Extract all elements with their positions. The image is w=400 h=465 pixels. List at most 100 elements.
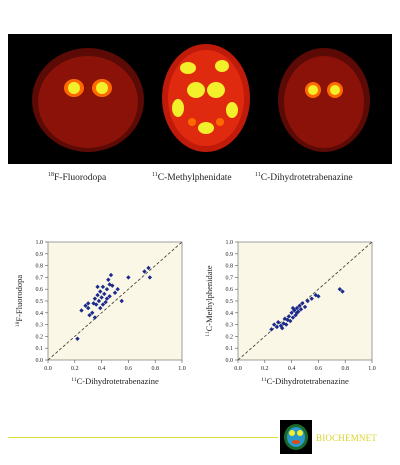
data-point: [104, 296, 110, 301]
data-point: [92, 315, 98, 320]
x-tick-label: 0.4: [288, 366, 296, 372]
x-tick-label: 0.2: [261, 366, 269, 372]
y-tick-label: 0.7: [36, 275, 44, 281]
data-point: [102, 291, 107, 297]
brain-scan-fluorodopa: [32, 48, 144, 152]
y-tick-label: 0.8: [226, 264, 234, 270]
scatter-svg-fluorodopa: 0.0 0.2 0.4 0.6 0.8 1.0 0.0 0.1 0.2 0.3 0.4 0.5 0.6 0…: [14, 240, 186, 386]
y-tick-label: 0.9: [36, 252, 44, 258]
data-point: [294, 305, 300, 311]
data-point: [284, 322, 289, 327]
data-point: [119, 298, 124, 304]
x-tick-label: 0.8: [341, 366, 349, 372]
data-point: [100, 284, 106, 290]
data-point: [146, 265, 151, 271]
data-point: [290, 315, 296, 320]
data-point: [274, 324, 280, 330]
y-tick-label: 0.2: [36, 334, 44, 340]
data-point: [293, 312, 298, 318]
biochemnet-logo-icon[interactable]: [280, 420, 312, 454]
y-tick-label: 0.1: [36, 346, 44, 352]
data-point: [271, 322, 277, 327]
data-point: [94, 302, 99, 307]
data-point: [289, 310, 294, 315]
pet-scan-images: [32, 44, 370, 152]
x-axis-label: 11C-Dihydrotetrabenazine: [261, 376, 349, 386]
data-point: [302, 304, 308, 310]
data-point: [99, 295, 104, 300]
data-point: [83, 303, 88, 308]
y-axis-label: 18F-Fluorodopa: [14, 275, 24, 327]
scatter-plot-fluorodopa: 0.0 0.2 0.4 0.6 0.8 1.0 0.0 0.1 0.2 0.3 0.4 0.5 0.6 0…: [8, 230, 198, 390]
data-point: [86, 305, 91, 311]
data-point: [269, 327, 274, 332]
x-tick-label: 1.0: [178, 366, 186, 372]
footer-rule: [8, 437, 278, 438]
scan-caption-methylphenidate: 11C-Methylphenidate: [152, 172, 232, 184]
data-point: [90, 310, 95, 315]
data-point: [98, 289, 103, 294]
data-point: [282, 316, 288, 321]
y-tick-label: 0.7: [226, 275, 234, 281]
y-tick-label: 1.0: [36, 240, 44, 246]
y-tick-label: 0.3: [36, 323, 44, 329]
data-point: [294, 310, 300, 315]
brain-scan-dihydrotetrabenazine: [278, 48, 370, 152]
data-point: [115, 287, 120, 292]
data-point: [96, 298, 102, 304]
data-point: [290, 305, 296, 311]
data-point: [106, 277, 111, 282]
data-point: [95, 292, 100, 298]
y-tick-label: 0.6: [36, 287, 44, 293]
y-tick-label: 0.4: [226, 311, 234, 317]
data-point: [92, 296, 98, 301]
data-point: [285, 317, 290, 323]
data-point: [86, 301, 91, 306]
data-point: [278, 323, 284, 328]
y-tick-label: 0.4: [36, 311, 44, 317]
data-point: [300, 301, 305, 306]
brain-scan-methylphenidate: [162, 44, 250, 152]
data-point: [286, 314, 292, 319]
data-point: [107, 294, 112, 299]
y-tick-label: 0.9: [226, 252, 234, 258]
scatter-svg-methylphenidate: 0.0 0.2 0.4 0.6 0.8 1.0 0.0 0.1 0.2 0.3 0.4 0.5 0.6 0…: [204, 240, 376, 386]
data-point: [79, 308, 84, 313]
data-point: [297, 303, 302, 308]
data-point: [75, 336, 80, 341]
x-tick-label: 0.0: [234, 366, 242, 372]
plot-area: [47, 241, 183, 361]
data-point: [298, 307, 304, 312]
data-point: [104, 287, 110, 292]
y-tick-label: 0.5: [226, 299, 234, 305]
data-point: [100, 302, 106, 307]
data-point: [110, 283, 115, 288]
y-tick-label: 0.2: [226, 334, 234, 340]
data-point: [309, 296, 314, 301]
data-point: [98, 305, 103, 311]
y-tick-label: 0.3: [226, 323, 234, 329]
y-tick-label: 0.0: [226, 358, 234, 364]
data-point: [87, 312, 92, 318]
x-axis-label: 11C-Dihydrotetrabenazine: [71, 376, 159, 386]
data-point: [112, 290, 118, 295]
y-axis-label: 11C-Methylphenidate: [204, 265, 214, 337]
y-tick-label: 0.5: [36, 299, 44, 305]
data-point: [95, 284, 100, 290]
data-point: [108, 272, 114, 278]
y-tick-label: 0.8: [36, 264, 44, 270]
data-point: [103, 299, 108, 305]
pet-scan-strip: [8, 34, 392, 164]
scatter-plot-methylphenidate: 0.0 0.2 0.4 0.6 0.8 1.0 0.0 0.1 0.2 0.3 0.4 0.5 0.6 0…: [198, 230, 388, 390]
y-tick-label: 0.0: [36, 358, 44, 364]
data-point: [316, 294, 321, 299]
y-tick-label: 1.0: [226, 240, 234, 246]
scan-caption-fluorodopa: 18F-Fluorodopa: [48, 172, 107, 184]
data-point: [280, 325, 285, 331]
x-tick-label: 0.2: [71, 366, 79, 372]
data-point: [288, 318, 293, 324]
plot-area: [237, 241, 373, 361]
biochemnet-link[interactable]: BIOCHEMNET: [316, 433, 377, 443]
data-point: [276, 320, 281, 325]
y-tick-label: 0.1: [226, 346, 234, 352]
